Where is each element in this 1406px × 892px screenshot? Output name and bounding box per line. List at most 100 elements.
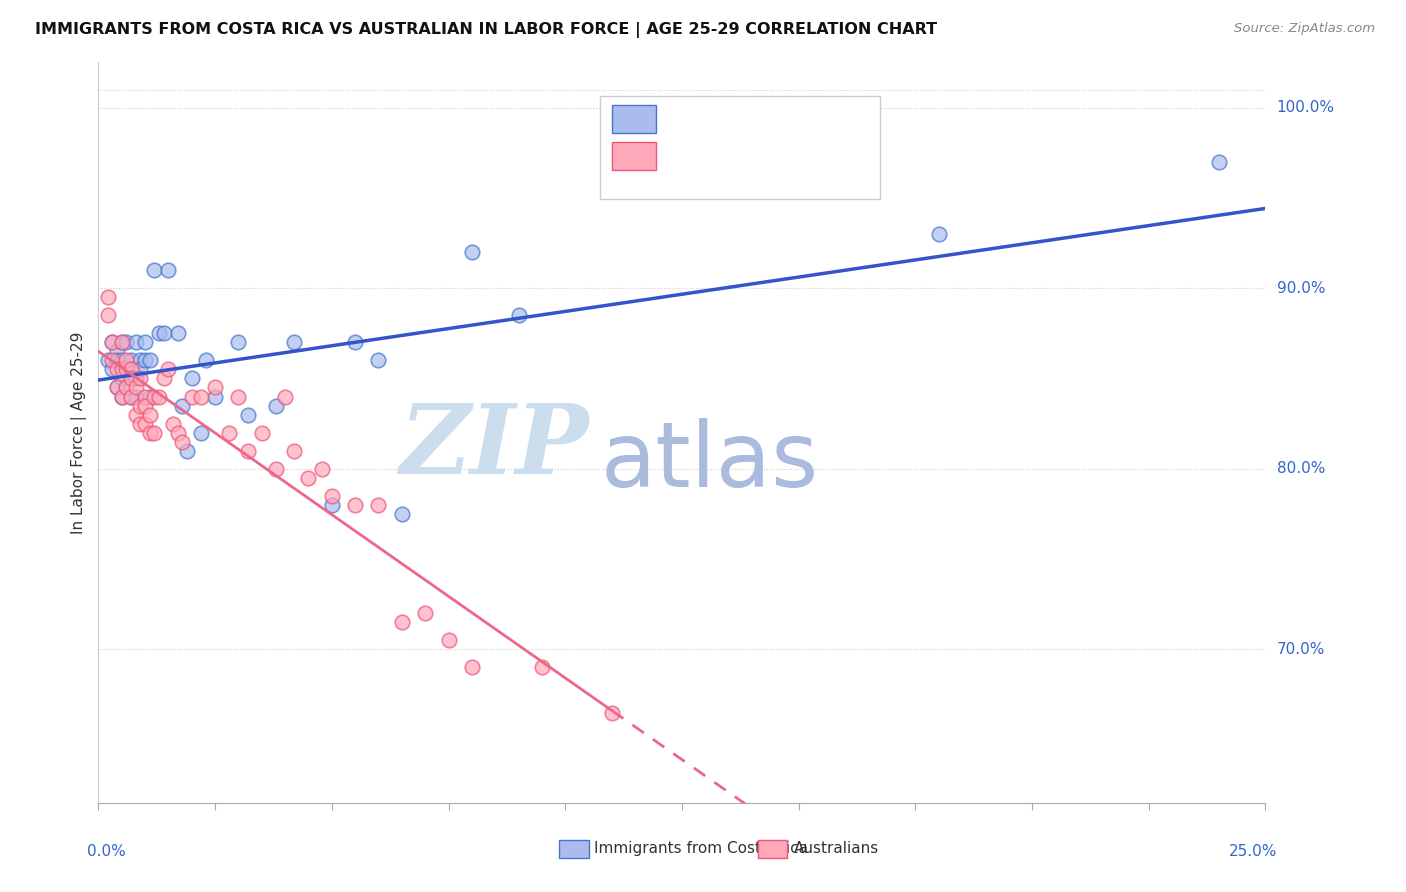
- Point: [105, 344, 128, 359]
- Point: [125, 390, 148, 404]
- Point: [129, 371, 152, 385]
- Point: [139, 353, 162, 368]
- Point: [101, 335, 124, 350]
- Point: [190, 390, 212, 404]
- Point: [101, 335, 124, 350]
- Point: [129, 362, 152, 376]
- Point: [125, 371, 148, 385]
- Point: [218, 425, 240, 440]
- Point: [228, 335, 250, 350]
- Point: [437, 633, 460, 648]
- Point: [321, 489, 343, 503]
- Point: [194, 353, 217, 368]
- Point: [120, 371, 142, 385]
- Point: [461, 660, 484, 674]
- Point: [139, 390, 162, 404]
- Point: [391, 507, 413, 521]
- Point: [139, 408, 162, 422]
- Point: [105, 380, 128, 394]
- Point: [530, 660, 553, 674]
- Text: atlas: atlas: [600, 418, 818, 507]
- Bar: [612, 104, 657, 133]
- Bar: [612, 142, 657, 169]
- Point: [134, 335, 156, 350]
- Point: [166, 326, 188, 341]
- Point: [228, 390, 250, 404]
- Point: [264, 399, 287, 413]
- Text: 0.0%: 0.0%: [87, 844, 125, 858]
- Point: [120, 390, 142, 404]
- Point: [111, 371, 134, 385]
- Point: [250, 425, 273, 440]
- Point: [134, 390, 156, 404]
- Y-axis label: In Labor Force | Age 25-29: In Labor Force | Age 25-29: [72, 332, 87, 533]
- Text: Immigrants from Costa Rica: Immigrants from Costa Rica: [595, 841, 808, 856]
- Point: [148, 326, 170, 341]
- Point: [600, 706, 623, 720]
- Bar: [758, 840, 787, 858]
- Point: [111, 390, 134, 404]
- Point: [134, 417, 156, 431]
- Point: [367, 353, 389, 368]
- Point: [391, 615, 413, 630]
- Point: [97, 353, 120, 368]
- Point: [134, 399, 156, 413]
- Point: [111, 353, 134, 368]
- Point: [152, 326, 174, 341]
- Point: [1208, 154, 1230, 169]
- Point: [97, 308, 120, 322]
- Point: [129, 353, 152, 368]
- Point: [111, 390, 134, 404]
- Point: [157, 263, 180, 277]
- Point: [139, 425, 162, 440]
- Text: 25.0%: 25.0%: [1229, 844, 1277, 858]
- Point: [129, 399, 152, 413]
- Point: [166, 425, 188, 440]
- Point: [115, 380, 138, 394]
- Point: [204, 380, 226, 394]
- Point: [111, 335, 134, 350]
- Point: [367, 498, 389, 512]
- Point: [283, 335, 305, 350]
- Point: [115, 362, 138, 376]
- Point: [157, 362, 180, 376]
- Point: [134, 353, 156, 368]
- Point: [311, 461, 333, 475]
- Point: [115, 353, 138, 368]
- Point: [105, 353, 128, 368]
- Point: [344, 498, 367, 512]
- Point: [264, 461, 287, 475]
- Point: [928, 227, 950, 241]
- Point: [120, 353, 142, 368]
- Point: [115, 380, 138, 394]
- Point: [148, 390, 170, 404]
- Point: [172, 399, 194, 413]
- Point: [120, 362, 142, 376]
- Text: 80.0%: 80.0%: [1277, 461, 1324, 476]
- Point: [105, 380, 128, 394]
- Text: 70.0%: 70.0%: [1277, 642, 1324, 657]
- Text: 90.0%: 90.0%: [1277, 281, 1324, 295]
- Point: [172, 434, 194, 449]
- Point: [283, 443, 305, 458]
- Point: [105, 362, 128, 376]
- Text: Source: ZipAtlas.com: Source: ZipAtlas.com: [1234, 22, 1375, 36]
- Text: IMMIGRANTS FROM COSTA RICA VS AUSTRALIAN IN LABOR FORCE | AGE 25-29 CORRELATION : IMMIGRANTS FROM COSTA RICA VS AUSTRALIAN…: [35, 22, 938, 38]
- Point: [508, 308, 530, 322]
- Text: ZIP: ZIP: [399, 401, 589, 494]
- Point: [143, 263, 166, 277]
- Point: [162, 417, 184, 431]
- Point: [321, 498, 343, 512]
- Point: [115, 335, 138, 350]
- Point: [236, 443, 259, 458]
- Point: [125, 380, 148, 394]
- Point: [125, 335, 148, 350]
- Point: [120, 362, 142, 376]
- Point: [180, 371, 202, 385]
- Point: [152, 371, 174, 385]
- Point: [176, 443, 198, 458]
- Point: [129, 417, 152, 431]
- Point: [180, 390, 202, 404]
- Point: [120, 390, 142, 404]
- Point: [297, 471, 319, 485]
